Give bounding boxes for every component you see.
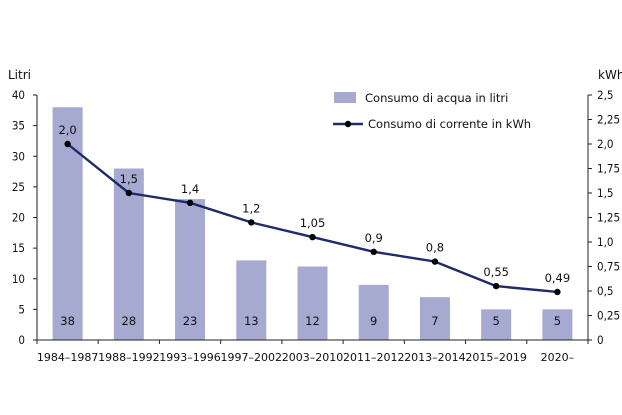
y-right-tick-label: 0,75 bbox=[597, 260, 620, 274]
x-category-label: 2011–2012 bbox=[343, 351, 405, 364]
y-right-tick-label: 1,25 bbox=[597, 211, 620, 225]
line-point bbox=[431, 258, 439, 265]
bar bbox=[542, 309, 573, 340]
bar-value-label: 7 bbox=[431, 314, 438, 328]
x-category-label: 2015–2019 bbox=[465, 351, 527, 364]
legend-label-power: Consumo di corrente in kWh bbox=[368, 117, 531, 131]
y-right-tick-label: 1,75 bbox=[597, 162, 620, 176]
bar bbox=[481, 309, 512, 340]
legend-swatch-power-dot bbox=[344, 120, 352, 128]
line-point bbox=[125, 189, 133, 197]
bar-value-label: 38 bbox=[60, 314, 75, 328]
x-category-label: 1993–1996 bbox=[159, 351, 221, 364]
line-series-group: 2,0 1,5 1,4 1,2 1,05 0,9 0,8 0,55 0,49 bbox=[58, 123, 571, 296]
y-left-unit: Litri bbox=[8, 68, 31, 82]
y-right-tick-label: 1,0 bbox=[597, 235, 613, 249]
y-left-tick-label: 10 bbox=[12, 272, 25, 286]
line-point bbox=[64, 140, 71, 148]
line-point bbox=[248, 219, 255, 226]
y-left-tick-label: 5 bbox=[18, 302, 25, 316]
y-right-unit: kWh bbox=[598, 68, 622, 82]
x-category-label: 2003–2010 bbox=[282, 351, 344, 364]
line-point bbox=[309, 233, 316, 241]
y-right-tick-label: 2,5 bbox=[597, 88, 613, 102]
y-right-tick-label: 2,0 bbox=[597, 137, 613, 151]
y-left-tick-label: 35 bbox=[12, 119, 25, 133]
y-left-tick-label: 0 bbox=[18, 333, 25, 347]
legend: Consumo di acqua in litri Consumo di cor… bbox=[333, 91, 531, 131]
line-value-label: 1,05 bbox=[300, 216, 326, 230]
bars-group: 38 28 23 13 12 9 7 5 5 bbox=[52, 107, 573, 340]
bar bbox=[419, 297, 450, 340]
line-value-label: 1,2 bbox=[242, 201, 260, 215]
bar-value-label: 9 bbox=[370, 314, 377, 328]
line-value-label: 1,4 bbox=[181, 182, 199, 196]
x-category-label: 2013–2014 bbox=[404, 351, 466, 364]
y-right-tick-label: 0,25 bbox=[597, 309, 620, 323]
x-category-label: 2020– bbox=[541, 351, 575, 364]
bar bbox=[175, 199, 206, 340]
line-value-label: 0,55 bbox=[483, 265, 509, 279]
axes-group: 051015202530354000,250,50,751,01,251,51,… bbox=[12, 88, 620, 364]
y-right-tick-label: 2,25 bbox=[597, 113, 620, 127]
bar bbox=[358, 284, 389, 340]
bar bbox=[113, 168, 144, 340]
y-left-tick-label: 40 bbox=[12, 88, 25, 102]
bar-value-label: 5 bbox=[493, 314, 500, 328]
line-value-label: 2,0 bbox=[58, 123, 76, 137]
y-right-tick-label: 1,5 bbox=[597, 186, 613, 200]
line-value-label: 0,49 bbox=[545, 271, 571, 285]
bar-value-label: 28 bbox=[122, 314, 137, 328]
y-right-tick-label: 0,5 bbox=[597, 284, 613, 298]
legend-swatch-water bbox=[334, 92, 356, 103]
y-right-tick-label: 0 bbox=[597, 333, 604, 347]
bar-value-label: 13 bbox=[244, 314, 259, 328]
line-point bbox=[370, 248, 377, 255]
line-point bbox=[492, 282, 500, 290]
x-category-label: 1997–2002 bbox=[221, 351, 283, 364]
y-left-tick-label: 20 bbox=[12, 211, 25, 225]
bar bbox=[236, 260, 267, 340]
line-value-label: 1,5 bbox=[120, 172, 138, 186]
y-left-tick-label: 25 bbox=[12, 180, 25, 194]
x-category-label: 1984–1987 bbox=[37, 351, 99, 364]
bar-value-label: 12 bbox=[305, 314, 320, 328]
y-left-tick-label: 15 bbox=[12, 241, 25, 255]
legend-label-water: Consumo di acqua in litri bbox=[365, 91, 508, 105]
line-point bbox=[554, 288, 561, 296]
line-value-label: 0,8 bbox=[426, 241, 444, 255]
bar bbox=[297, 266, 328, 340]
bar-value-label: 5 bbox=[554, 314, 561, 328]
bar-value-label: 23 bbox=[183, 314, 198, 328]
x-category-label: 1988–1992 bbox=[98, 351, 160, 364]
y-left-tick-label: 30 bbox=[12, 149, 25, 163]
line-point bbox=[186, 199, 194, 206]
line-value-label: 0,9 bbox=[365, 231, 383, 245]
